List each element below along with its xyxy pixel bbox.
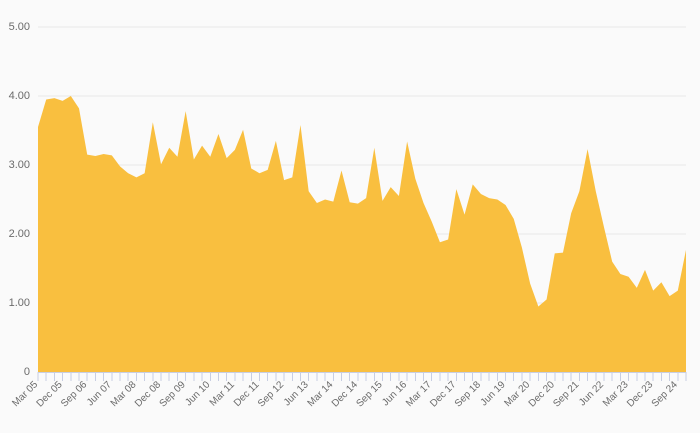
y-axis-tick-label: 4.00 xyxy=(9,90,30,102)
y-axis-labels-group: 0 1.00 2.00 3.00 4.00 5.00 xyxy=(9,21,30,378)
y-axis-tick-label: 0 xyxy=(24,366,30,378)
y-axis-tick-label: 1.00 xyxy=(9,297,30,309)
y-axis-tick-label: 2.00 xyxy=(9,228,30,240)
y-axis-tick-label: 3.00 xyxy=(9,159,30,171)
x-axis-group xyxy=(37,372,687,381)
series-area xyxy=(38,96,686,372)
y-axis-tick-label: 5.00 xyxy=(9,21,30,33)
series-area-group xyxy=(38,96,686,372)
